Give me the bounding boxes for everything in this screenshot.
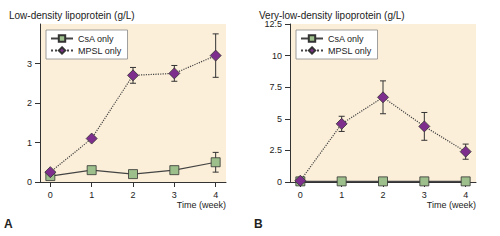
svg-text:3: 3	[27, 59, 32, 69]
svg-text:Time (week): Time (week)	[177, 200, 226, 210]
svg-text:1: 1	[27, 138, 32, 148]
svg-text:Very-low-density lipoprotein (: Very-low-density lipoprotein (g/L)	[259, 10, 405, 21]
svg-text:Low-density lipoprotein (g/L): Low-density lipoprotein (g/L)	[9, 10, 135, 21]
svg-text:MPSL only: MPSL only	[328, 46, 372, 56]
svg-text:0: 0	[298, 190, 303, 200]
svg-text:2: 2	[380, 190, 385, 200]
svg-text:A: A	[4, 217, 13, 231]
svg-text:1: 1	[89, 190, 94, 200]
svg-text:3: 3	[172, 190, 177, 200]
svg-text:1: 1	[339, 190, 344, 200]
svg-text:B: B	[254, 217, 263, 231]
svg-text:MPSL only: MPSL only	[78, 46, 122, 56]
svg-text:CsA only: CsA only	[78, 34, 114, 44]
svg-text:Time (week): Time (week)	[427, 200, 476, 210]
svg-text:2: 2	[130, 190, 135, 200]
svg-text:2: 2	[27, 98, 32, 108]
svg-text:10: 10	[272, 51, 282, 61]
svg-text:4: 4	[213, 190, 218, 200]
svg-text:4: 4	[463, 190, 468, 200]
svg-text:CsA only: CsA only	[328, 34, 364, 44]
svg-text:0: 0	[277, 177, 282, 187]
svg-text:5: 5	[277, 114, 282, 124]
svg-text:0: 0	[27, 177, 32, 187]
svg-text:7.5: 7.5	[269, 82, 282, 92]
svg-text:12.5: 12.5	[264, 19, 282, 29]
svg-text:3: 3	[422, 190, 427, 200]
svg-text:2.5: 2.5	[269, 145, 282, 155]
svg-text:0: 0	[48, 190, 53, 200]
